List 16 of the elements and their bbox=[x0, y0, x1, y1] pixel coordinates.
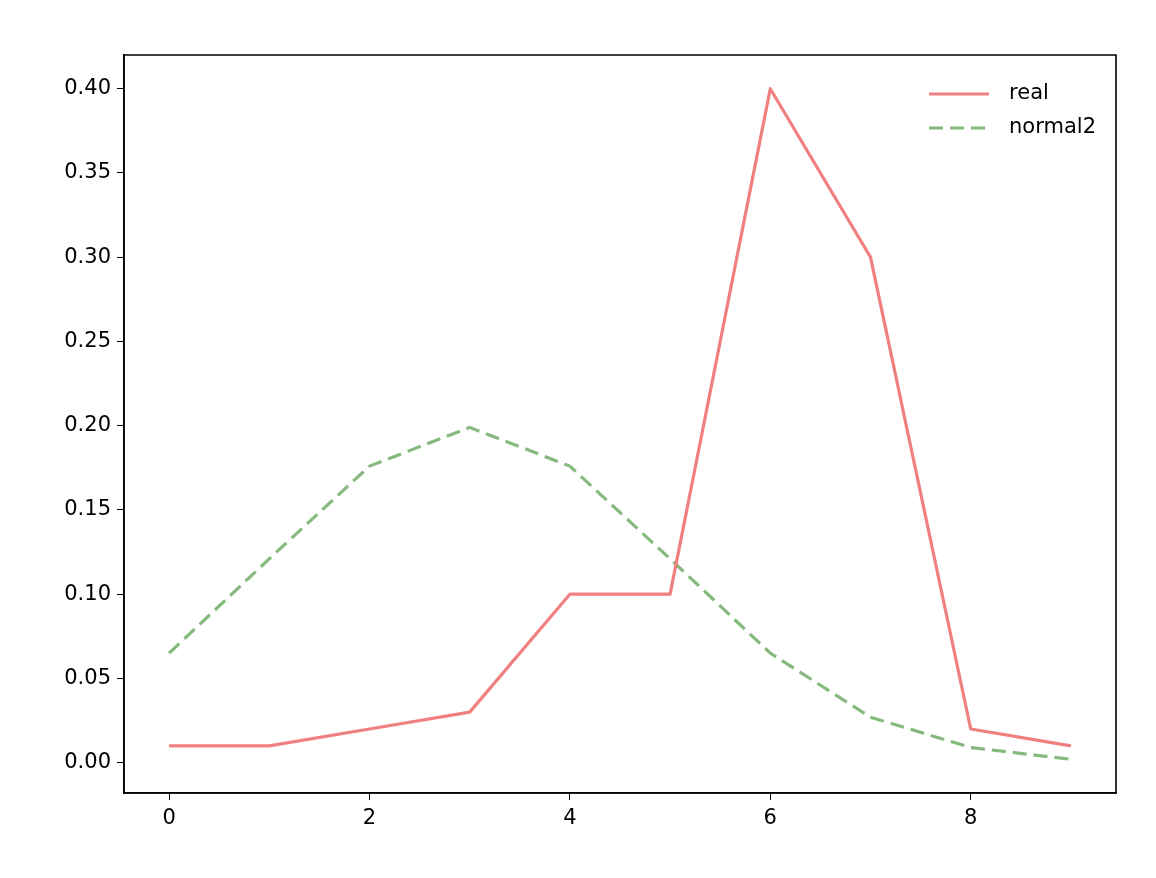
legend-label: real bbox=[1009, 80, 1049, 105]
y-tick-label: 0.35 bbox=[64, 159, 111, 184]
y-tick-label: 0.40 bbox=[64, 75, 111, 100]
x-tick-label: 0 bbox=[162, 805, 176, 830]
x-tick-label: 2 bbox=[362, 805, 377, 830]
y-tick-label: 0.00 bbox=[64, 749, 111, 774]
x-tick-label: 6 bbox=[763, 805, 777, 830]
y-tick-label: 0.05 bbox=[64, 664, 111, 689]
x-tick-label: 8 bbox=[964, 805, 978, 830]
legend-label: normal2 bbox=[1009, 114, 1097, 139]
y-tick-label: 0.25 bbox=[64, 327, 111, 352]
y-tick-label: 0.30 bbox=[64, 243, 111, 268]
y-tick-label: 0.15 bbox=[64, 496, 111, 521]
y-tick-label: 0.10 bbox=[64, 580, 111, 605]
x-tick-label: 4 bbox=[563, 805, 577, 830]
y-tick-label: 0.20 bbox=[64, 412, 111, 437]
